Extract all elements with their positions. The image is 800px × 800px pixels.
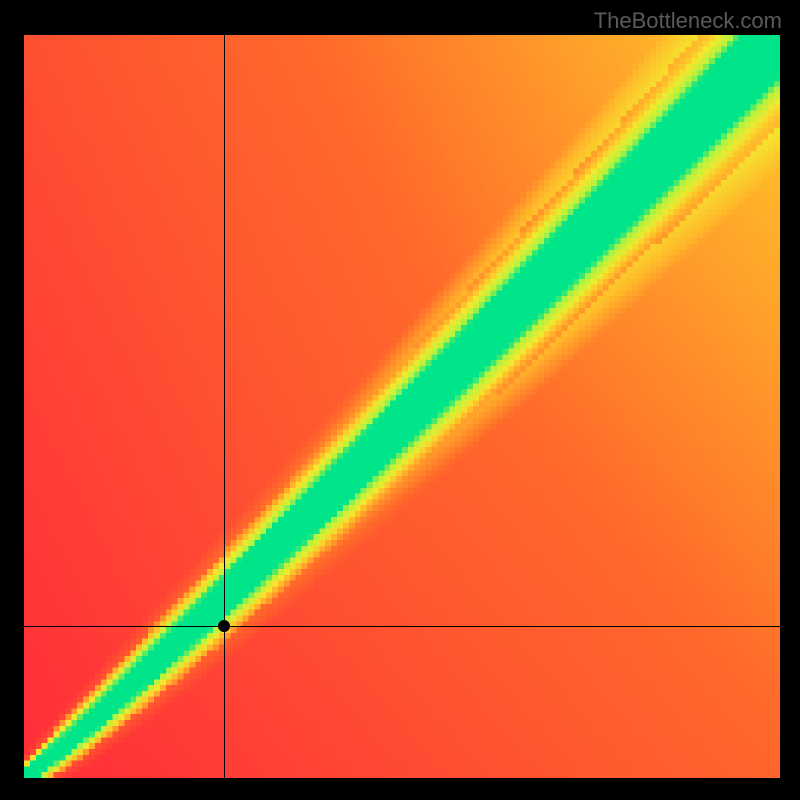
crosshair-horizontal (24, 626, 780, 627)
crosshair-vertical (224, 35, 225, 778)
heatmap-canvas (24, 35, 780, 778)
bottleneck-marker (218, 620, 230, 632)
watermark: TheBottleneck.com (594, 8, 782, 34)
plot-area (24, 35, 780, 778)
